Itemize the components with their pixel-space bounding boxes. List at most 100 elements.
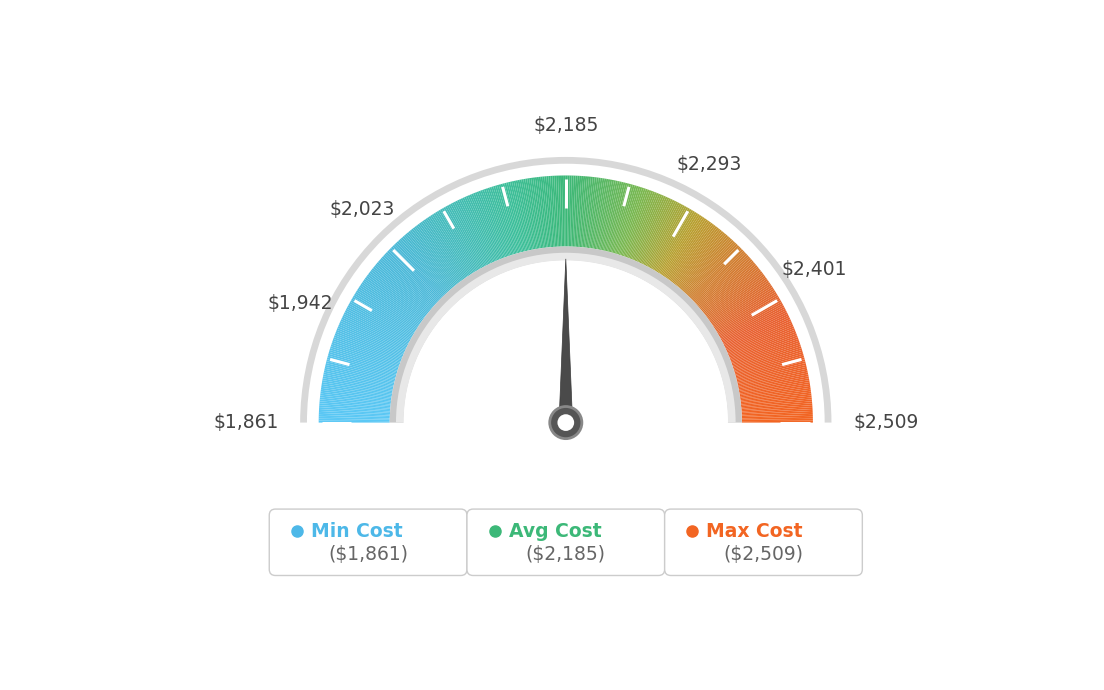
Wedge shape (375, 264, 431, 310)
Wedge shape (491, 186, 514, 255)
Wedge shape (518, 180, 533, 250)
Wedge shape (711, 284, 772, 325)
Wedge shape (694, 253, 747, 303)
Wedge shape (741, 392, 811, 402)
Wedge shape (639, 198, 671, 264)
Wedge shape (333, 335, 401, 362)
Wedge shape (349, 302, 412, 338)
Wedge shape (671, 225, 715, 283)
Wedge shape (328, 354, 396, 375)
Wedge shape (590, 177, 601, 248)
Wedge shape (447, 205, 482, 268)
Wedge shape (378, 261, 433, 308)
Wedge shape (701, 264, 756, 310)
Wedge shape (572, 175, 575, 246)
Wedge shape (616, 186, 638, 255)
Wedge shape (740, 380, 809, 394)
Wedge shape (686, 241, 735, 294)
Wedge shape (388, 250, 439, 301)
Wedge shape (657, 211, 694, 273)
Wedge shape (689, 246, 741, 298)
Wedge shape (428, 216, 469, 276)
Wedge shape (512, 181, 529, 250)
Wedge shape (558, 175, 562, 246)
Wedge shape (709, 279, 768, 322)
Wedge shape (319, 421, 390, 422)
Wedge shape (681, 236, 730, 290)
Wedge shape (552, 176, 558, 247)
Wedge shape (537, 177, 546, 248)
Wedge shape (319, 413, 390, 417)
Wedge shape (534, 177, 545, 248)
Wedge shape (322, 376, 393, 391)
Wedge shape (427, 217, 468, 277)
Wedge shape (595, 179, 608, 249)
Wedge shape (601, 180, 616, 250)
Wedge shape (376, 262, 432, 309)
Wedge shape (739, 373, 808, 388)
Wedge shape (713, 288, 774, 328)
Wedge shape (341, 317, 406, 349)
Wedge shape (591, 178, 603, 248)
Wedge shape (734, 352, 803, 373)
Wedge shape (742, 405, 813, 411)
Wedge shape (645, 201, 678, 266)
Wedge shape (581, 177, 590, 247)
Wedge shape (319, 407, 390, 413)
Wedge shape (319, 403, 391, 410)
Wedge shape (699, 261, 754, 308)
Wedge shape (664, 217, 704, 277)
Wedge shape (679, 233, 726, 288)
Wedge shape (725, 317, 790, 349)
Wedge shape (406, 232, 454, 288)
Wedge shape (319, 417, 390, 420)
Wedge shape (709, 277, 767, 320)
Wedge shape (333, 337, 401, 363)
Wedge shape (420, 223, 463, 281)
Wedge shape (321, 388, 392, 399)
Wedge shape (735, 355, 804, 376)
Wedge shape (723, 312, 788, 345)
Wedge shape (329, 350, 397, 372)
Wedge shape (606, 182, 624, 251)
Wedge shape (597, 179, 612, 250)
Wedge shape (385, 252, 438, 302)
Wedge shape (344, 310, 408, 344)
Wedge shape (510, 181, 528, 251)
Wedge shape (445, 206, 481, 269)
Wedge shape (493, 186, 516, 255)
Wedge shape (560, 175, 563, 246)
Wedge shape (320, 393, 391, 403)
Wedge shape (508, 182, 526, 251)
Wedge shape (367, 274, 425, 318)
Wedge shape (670, 224, 714, 282)
Wedge shape (726, 321, 792, 351)
Wedge shape (736, 363, 806, 382)
Wedge shape (322, 380, 392, 394)
Wedge shape (348, 305, 411, 340)
Wedge shape (466, 196, 496, 262)
Wedge shape (627, 190, 654, 258)
Wedge shape (320, 392, 391, 402)
Wedge shape (666, 219, 708, 279)
FancyBboxPatch shape (269, 509, 467, 575)
Wedge shape (715, 292, 776, 331)
Wedge shape (500, 184, 521, 253)
Wedge shape (326, 363, 395, 382)
Wedge shape (570, 175, 574, 246)
Wedge shape (392, 245, 444, 297)
Wedge shape (713, 287, 774, 327)
Wedge shape (464, 197, 495, 262)
Wedge shape (321, 384, 392, 397)
Wedge shape (622, 188, 646, 256)
Wedge shape (432, 214, 471, 275)
Wedge shape (331, 344, 399, 368)
Wedge shape (735, 357, 805, 377)
Wedge shape (505, 183, 523, 252)
Wedge shape (634, 195, 662, 260)
Wedge shape (608, 183, 627, 252)
Wedge shape (741, 402, 813, 408)
Wedge shape (416, 225, 460, 283)
Wedge shape (741, 403, 813, 410)
Wedge shape (740, 382, 810, 395)
